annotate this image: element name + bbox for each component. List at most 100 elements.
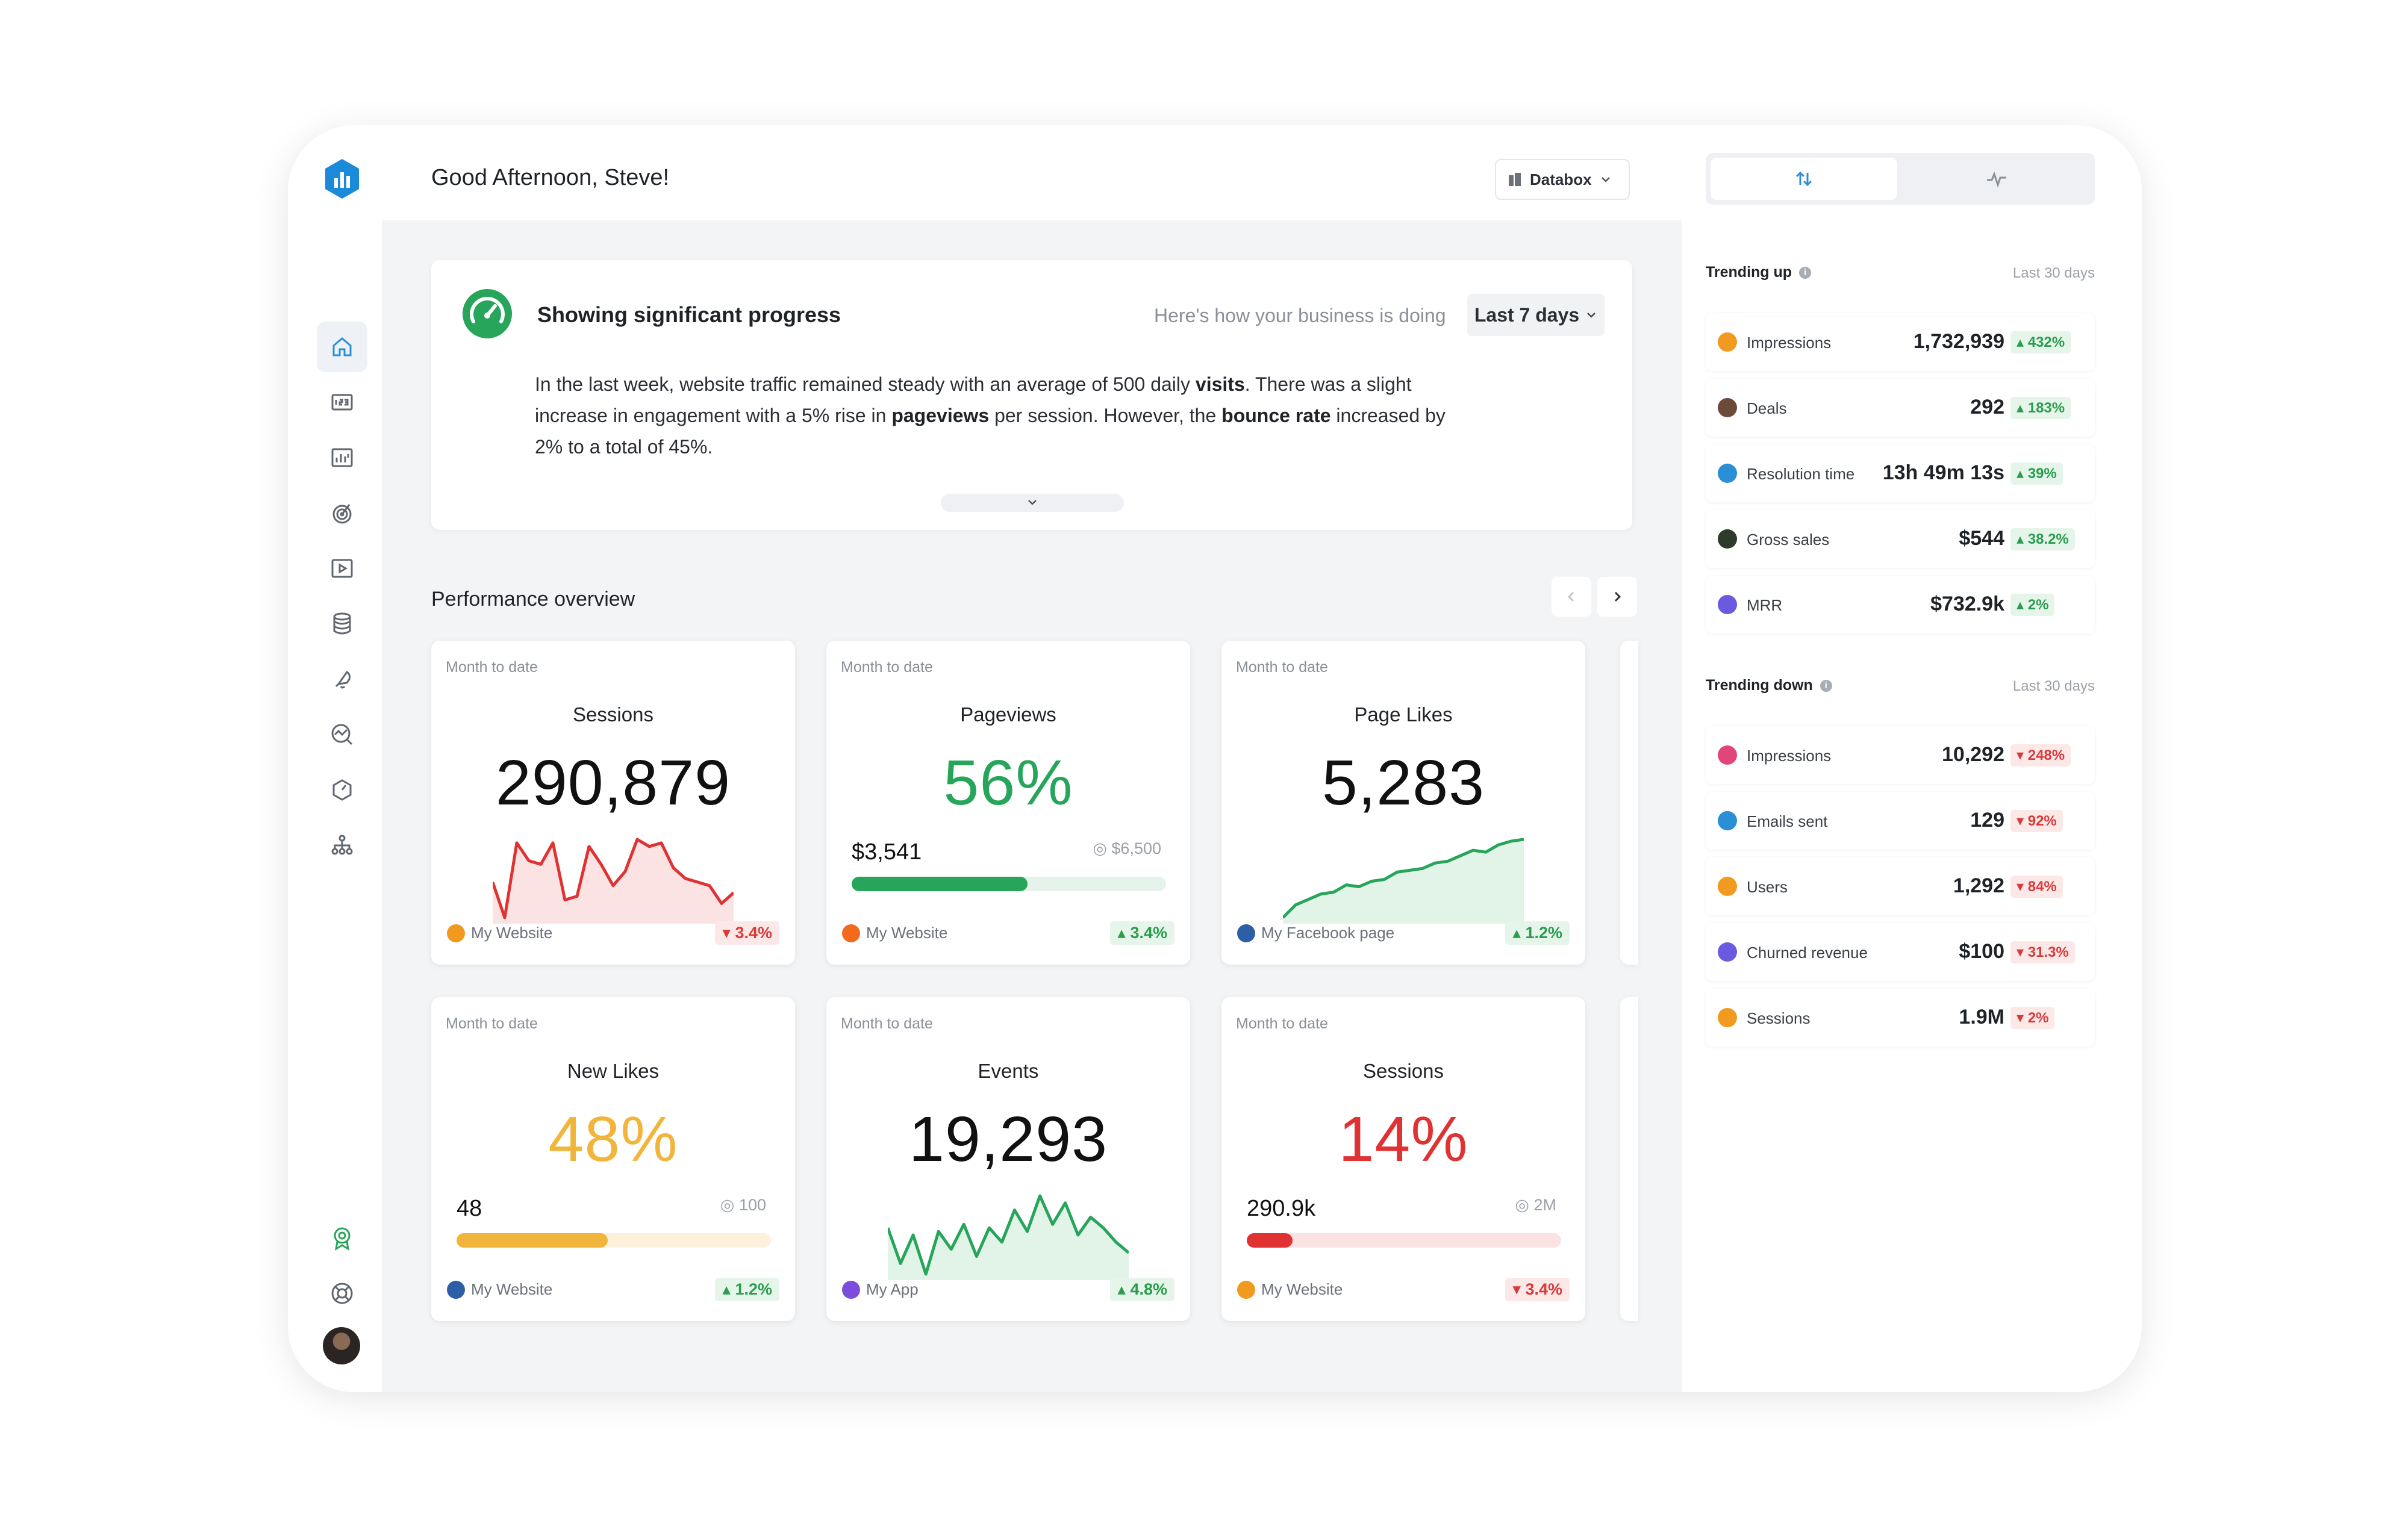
source-icon [1718, 811, 1737, 830]
metric-card-events[interactable]: Month to date Events 19,293 My App ▴ 4.8… [826, 997, 1190, 1321]
change-badge: ▾ 3.4% [715, 921, 779, 945]
nav-data-manager[interactable] [317, 599, 367, 649]
trend-row[interactable]: Deals 292 ▴ 183% [1706, 379, 2095, 437]
sparkline-chart [1283, 838, 1524, 924]
card-period: Month to date [841, 1015, 933, 1032]
pulse-icon [1987, 171, 2006, 188]
nav-dashboards[interactable] [317, 432, 367, 483]
period-selector[interactable]: Last 7 days [1467, 294, 1605, 336]
account-selector[interactable]: Databox [1495, 159, 1630, 200]
trend-metric-name: Deals [1747, 399, 1787, 417]
info-icon: i [1820, 679, 1832, 692]
expand-insight-button[interactable] [941, 494, 1124, 512]
trending-up-period: Last 30 days [2012, 265, 2095, 281]
chevron-down-icon [1028, 500, 1037, 505]
card-goal: ◎ 100 [720, 1196, 766, 1214]
trend-metric-value: 1,732,939 [1913, 330, 2004, 353]
card-goal: ◎ 2M [1515, 1196, 1556, 1214]
card-period: Month to date [446, 659, 538, 676]
nav-reports[interactable] [317, 543, 367, 594]
progress-bar [852, 877, 1166, 891]
target-icon [332, 504, 352, 524]
insight-subtitle: Here's how your business is doing [1154, 305, 1446, 326]
trend-change-badge: ▴ 2% [2010, 594, 2055, 616]
source-icon [842, 924, 860, 942]
nav-goals[interactable] [317, 488, 367, 538]
period-selector-label: Last 7 days [1474, 303, 1580, 326]
metric-card-new-likes[interactable]: Month to date New Likes 48% 48 ◎ 100 My … [431, 997, 795, 1321]
trend-row[interactable]: Gross sales $544 ▴ 38.2% [1706, 510, 2095, 568]
card-value: 48% [548, 1104, 678, 1175]
trend-change-badge: ▴ 39% [2010, 462, 2063, 485]
nav-scorecards[interactable] [317, 765, 367, 815]
metric-card-pageviews[interactable]: Month to date Pageviews 56% $3,541 ◎ $6,… [826, 641, 1190, 965]
user-avatar[interactable] [323, 1327, 360, 1364]
trend-row[interactable]: Resolution time 13h 49m 13s ▴ 39% [1706, 444, 2095, 502]
presentation-icon [331, 559, 353, 578]
nav-metrics[interactable] [317, 377, 367, 428]
source-icon [1718, 595, 1737, 614]
change-badge: ▴ 1.2% [1505, 921, 1570, 945]
card-current-value: $3,541 [852, 839, 922, 865]
trend-row[interactable]: Churned revenue $100 ▾ 31.3% [1706, 923, 2095, 981]
trend-metric-name: MRR [1747, 596, 1783, 614]
change-badge: ▾ 3.4% [1505, 1278, 1570, 1301]
trend-metric-value: 13h 49m 13s [1882, 461, 2004, 484]
trend-change-badge: ▾ 31.3% [2010, 941, 2075, 963]
sparkline-area [493, 839, 734, 924]
card-source: My Website [447, 924, 552, 942]
databox-logo-icon[interactable] [323, 158, 361, 200]
speed-gauge-icon [332, 779, 352, 801]
trend-row[interactable]: Impressions 10,292 ▾ 248% [1706, 726, 2095, 784]
source-icon [447, 924, 465, 942]
nav-team[interactable] [317, 820, 367, 871]
trend-metric-value: 10,292 [1942, 743, 2004, 766]
trend-row[interactable]: Emails sent 129 ▾ 92% [1706, 792, 2095, 850]
trending-down-title: Trending down i [1706, 677, 1832, 694]
home-icon [332, 337, 352, 356]
sparkline-chart [493, 838, 734, 924]
card-source: My Website [842, 924, 947, 942]
trend-metric-name: Impressions [1747, 747, 1832, 765]
trend-row[interactable]: Sessions 1.9M ▾ 2% [1706, 989, 2095, 1047]
lifebuoy-icon [331, 1283, 353, 1304]
nav-help[interactable] [317, 1268, 367, 1319]
card-period: Month to date [1236, 1015, 1328, 1032]
top-bar: Good Afternoon, Steve! Databox [382, 125, 1682, 220]
tab-trending[interactable] [1711, 158, 1897, 200]
trend-change-badge: ▾ 248% [2010, 744, 2071, 767]
card-period: Month to date [1236, 659, 1328, 676]
main-content: Good Afternoon, Steve! Databox Showing s… [382, 125, 1682, 1392]
nav-alerts[interactable] [317, 654, 367, 705]
trend-row[interactable]: Impressions 1,732,939 ▴ 432% [1706, 313, 2095, 371]
nav-benchmarks[interactable] [317, 709, 367, 760]
metric-card-sessions[interactable]: Month to date Sessions 290,879 My Websit… [431, 641, 795, 965]
database-icon [333, 612, 351, 635]
card-value: 19,293 [908, 1104, 1108, 1175]
sort-arrows-icon [1795, 171, 1812, 187]
building-icon [1509, 173, 1521, 186]
tab-activity[interactable] [1903, 158, 2090, 200]
progress-bar [1247, 1233, 1561, 1248]
previous-page-button[interactable] [1552, 577, 1591, 617]
progress-bar [457, 1233, 771, 1248]
app-icon [842, 1280, 860, 1299]
trend-metric-value: $544 [1959, 527, 2004, 550]
source-icon [1718, 398, 1737, 417]
card-source: My Website [447, 1280, 552, 1299]
metric-card-sessions-goal[interactable]: Month to date Sessions 14% 290.9k ◎ 2M M… [1221, 997, 1585, 1321]
trend-metric-name: Emails sent [1747, 812, 1828, 830]
nav-rewards[interactable] [317, 1213, 367, 1263]
org-chart-icon [331, 835, 353, 855]
trend-row[interactable]: Users 1,292 ▾ 84% [1706, 857, 2095, 915]
metric-card-page-likes[interactable]: Month to date Page Likes 5,283 My Facebo… [1221, 641, 1585, 965]
trends-panel: Trending up i Last 30 days Impressions 1,7… [1682, 125, 2142, 1392]
next-page-button[interactable] [1597, 577, 1637, 617]
trending-down-period: Last 30 days [2012, 678, 2095, 694]
trend-row[interactable]: MRR $732.9k ▴ 2% [1706, 576, 2095, 633]
nav-home[interactable] [317, 322, 367, 372]
trend-metric-name: Churned revenue [1747, 944, 1868, 962]
trend-change-badge: ▾ 84% [2010, 876, 2063, 898]
trend-metric-name: Sessions [1747, 1009, 1811, 1027]
card-value: 290,879 [495, 747, 731, 818]
